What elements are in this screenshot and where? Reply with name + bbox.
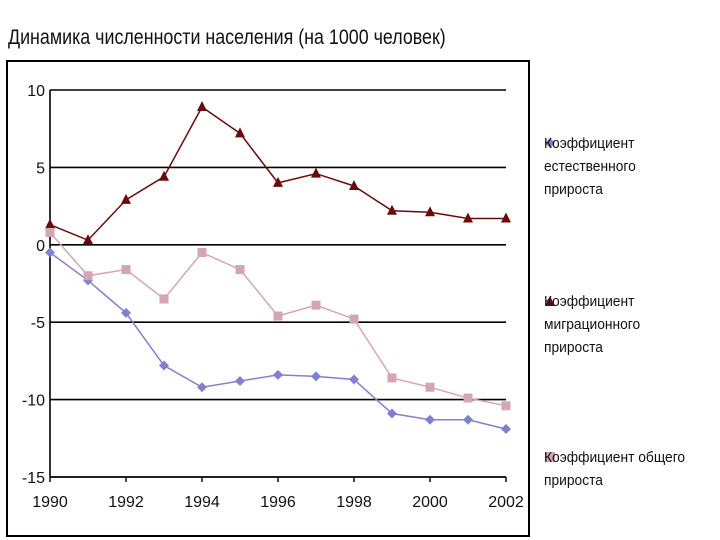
data-point-natural: [45, 247, 55, 258]
legend-marker-diamond: [545, 138, 555, 148]
data-point-natural: [311, 371, 321, 382]
series-line-migration: [49, 105, 506, 242]
data-point-migration: [311, 167, 321, 178]
series-line-natural: [49, 251, 507, 430]
y-tick-label: -15: [22, 470, 45, 487]
chart-title: Динамика численности населения (на 1000 …: [8, 26, 446, 49]
y-tick-label: 10: [27, 83, 45, 100]
y-tick-label: 0: [36, 238, 45, 255]
data-point-total: [349, 314, 359, 324]
data-point-natural: [387, 408, 397, 419]
data-point-total: [121, 265, 131, 275]
y-tick-label: -10: [22, 393, 45, 410]
legend-item-natural: Коэффициент естественного прироста: [544, 132, 704, 201]
data-point-total: [197, 248, 207, 258]
data-point-migration: [501, 212, 511, 223]
x-tick-label: 2002: [488, 494, 524, 511]
y-tick-label: 5: [36, 160, 45, 177]
x-tick-label: 1992: [108, 494, 144, 511]
data-point-migration: [197, 101, 207, 112]
x-tick-label: 2000: [412, 494, 448, 511]
data-point-total: [463, 393, 473, 403]
data-point-migration: [235, 127, 245, 138]
chart-frame: [6, 60, 530, 537]
data-point-total: [273, 311, 283, 321]
data-point-migration: [83, 234, 93, 245]
data-point-natural: [235, 376, 245, 387]
legend-label-total: Коэффициент общего прироста: [544, 449, 686, 489]
data-point-migration: [425, 206, 435, 217]
legend-item-total: Коэффициент общего прироста: [544, 446, 704, 492]
data-point-total: [425, 382, 435, 392]
data-point-natural: [463, 414, 473, 425]
data-point-migration: [273, 176, 283, 187]
data-point-migration: [463, 212, 473, 223]
legend-marker-triangle: [545, 296, 555, 306]
data-point-migration: [45, 218, 55, 229]
data-point-total: [83, 271, 93, 281]
legend-label-migration: Коэффициент миграционного прироста: [544, 293, 641, 356]
x-tick-label: 1990: [32, 494, 68, 511]
legend-label-natural: Коэффициент естественного прироста: [544, 135, 636, 198]
data-point-migration: [387, 204, 397, 215]
data-point-total: [159, 294, 169, 304]
x-tick-label: 1998: [336, 494, 372, 511]
data-point-natural: [349, 374, 359, 385]
data-point-total: [235, 265, 245, 275]
x-tick-label: 1994: [184, 494, 220, 511]
data-point-total: [387, 373, 397, 383]
data-point-natural: [501, 424, 511, 435]
data-point-total: [311, 300, 321, 310]
x-tick-label: 1996: [260, 494, 296, 511]
data-point-natural: [197, 382, 207, 393]
data-point-migration: [159, 170, 169, 181]
data-point-natural: [273, 369, 283, 380]
data-point-migration: [349, 179, 359, 190]
data-point-migration: [121, 193, 131, 204]
legend-marker-square: [545, 452, 555, 462]
data-point-total: [45, 227, 55, 237]
data-point-natural: [425, 414, 435, 425]
legend-item-migration: Коэффициент миграционного прироста: [544, 290, 704, 359]
data-point-natural: [121, 307, 131, 318]
y-tick-label: -5: [31, 315, 45, 332]
data-point-total: [501, 401, 511, 411]
data-point-natural: [159, 360, 169, 371]
